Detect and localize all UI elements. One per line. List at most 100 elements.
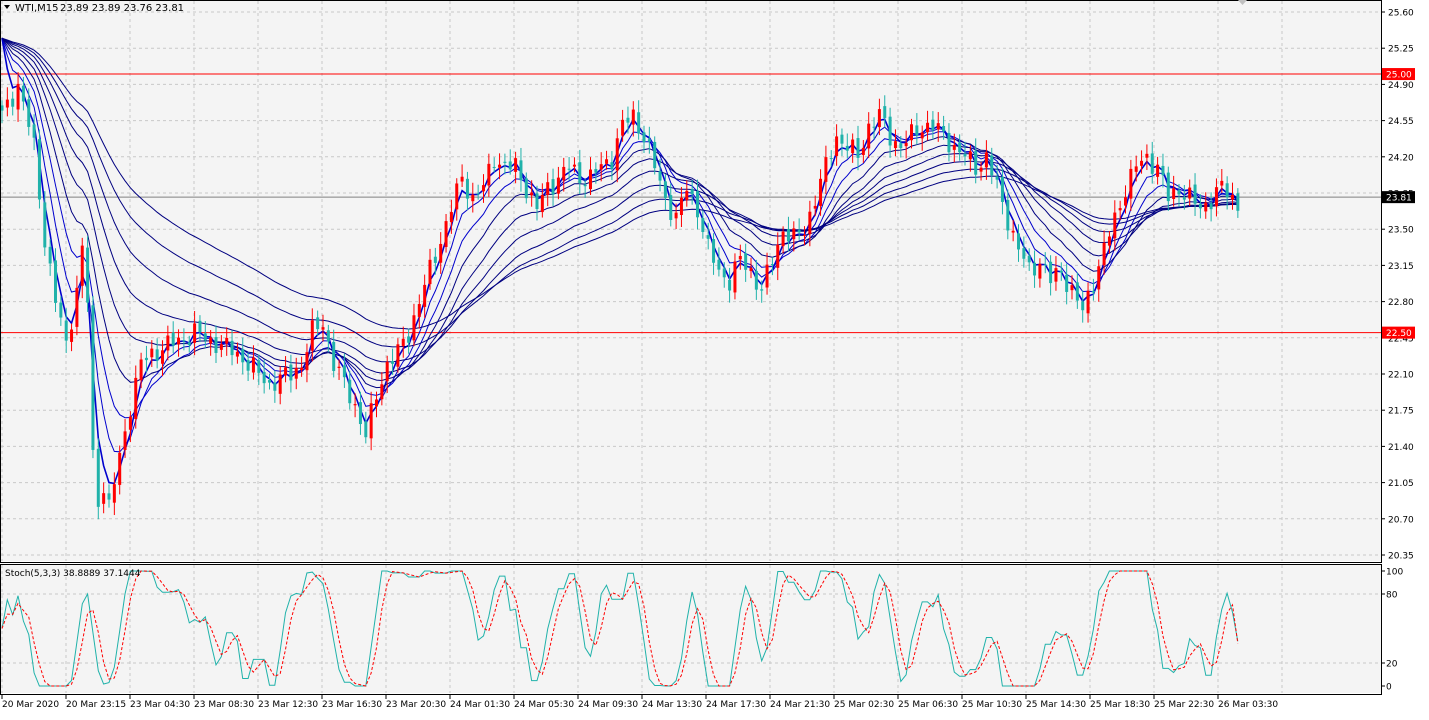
time-tick-label: 20 Mar 23:15 <box>66 700 126 710</box>
candle-body <box>637 112 641 134</box>
candle-body <box>904 142 908 147</box>
moving-average-ribbon <box>1 37 1239 485</box>
candle-body <box>1033 262 1037 276</box>
candle-body <box>1166 172 1170 202</box>
candle-body <box>540 194 544 213</box>
candle-body <box>712 239 716 263</box>
candle-body <box>524 178 528 199</box>
time-tick-label: 24 Mar 05:30 <box>514 700 574 710</box>
candle-body <box>268 380 271 383</box>
candle-body <box>594 168 598 173</box>
current-price-badge-text: 23.81 <box>1386 194 1412 204</box>
candle-body <box>246 360 250 371</box>
candle-body <box>1006 200 1010 231</box>
candle-body <box>610 162 614 170</box>
candle-body <box>128 416 132 430</box>
grid-lines <box>1 1 1381 693</box>
candle-body <box>792 228 796 240</box>
time-tick-label: 25 Mar 14:30 <box>1026 700 1086 710</box>
candle-body <box>931 119 935 131</box>
candle-body <box>428 259 432 285</box>
candle-body <box>562 166 566 181</box>
candle-body <box>1065 274 1069 292</box>
candle-body <box>963 153 967 157</box>
candle-body <box>1027 255 1031 263</box>
candle-body <box>364 421 368 438</box>
candle-body <box>626 117 630 123</box>
candle-body <box>1214 187 1218 207</box>
candle-body <box>835 136 839 156</box>
candle-body <box>1225 183 1229 198</box>
candle-body <box>321 327 325 330</box>
candle-body <box>396 344 400 367</box>
candle-body <box>749 267 753 272</box>
time-tick-label: 25 Mar 18:30 <box>1090 700 1150 710</box>
candle-body <box>59 302 63 318</box>
price-tick-label: 20.70 <box>1388 515 1414 525</box>
moving-average-line <box>1 37 1238 382</box>
candle-body <box>487 163 491 186</box>
candle-body <box>1113 212 1117 239</box>
candle-body <box>1193 184 1197 204</box>
candle-body <box>1150 153 1154 174</box>
time-tick-label: 25 Mar 10:30 <box>962 700 1022 710</box>
scroll-indicator-icon[interactable] <box>1238 0 1247 5</box>
candle-body <box>861 147 865 155</box>
candle-body <box>391 361 395 364</box>
candle-body <box>669 195 673 220</box>
candle-body <box>433 256 437 263</box>
price-tick-label: 24.90 <box>1388 81 1414 91</box>
candle-body <box>1043 264 1047 266</box>
candle-body <box>605 159 609 164</box>
candle-body <box>482 185 485 192</box>
time-tick-label: 24 Mar 17:30 <box>706 700 766 710</box>
candle-body <box>5 99 9 108</box>
stoch-tick-label: 80 <box>1386 591 1398 601</box>
moving-average-line <box>1 37 1238 348</box>
price-tick-label: 22.10 <box>1388 371 1414 381</box>
candle-body <box>696 191 699 218</box>
candle-body <box>546 182 550 195</box>
candle-body <box>1070 285 1074 291</box>
chart-menu-arrow-icon[interactable] <box>4 5 10 9</box>
level-price-badge-text: 22.50 <box>1386 329 1412 339</box>
candle-body <box>198 320 202 333</box>
candle-body <box>139 359 143 381</box>
candle-body <box>273 382 277 391</box>
candle-body <box>235 351 239 357</box>
candle-body <box>851 139 855 154</box>
candle-body <box>460 176 464 182</box>
candle-body <box>781 231 785 247</box>
candle-body <box>177 337 181 345</box>
candle-body <box>572 164 576 167</box>
candle-body <box>465 178 469 199</box>
candle-body <box>1204 202 1208 212</box>
candle-body <box>278 374 282 394</box>
candle-body <box>358 402 362 425</box>
candle-body <box>974 150 978 175</box>
candle-body <box>1172 188 1176 199</box>
moving-average-line <box>1 38 1239 485</box>
candle-body <box>171 332 175 346</box>
candle-body <box>476 193 480 195</box>
candle-body <box>722 268 726 278</box>
price-tick-label: 23.15 <box>1388 262 1414 272</box>
candle-body <box>37 139 41 200</box>
candle-body <box>32 124 36 138</box>
candle-body <box>958 142 962 153</box>
candle-body <box>70 329 74 342</box>
candle-body <box>96 448 100 507</box>
moving-average-line <box>1 38 1239 453</box>
candle-body <box>728 279 732 291</box>
candle-body <box>926 122 930 133</box>
candle-body <box>300 367 304 371</box>
candle-body <box>262 371 266 384</box>
ohlc-values: 23.89 23.89 23.76 23.81 <box>60 3 184 14</box>
candle-body <box>1161 165 1165 176</box>
candle-body <box>241 349 245 363</box>
candle-body <box>690 189 694 195</box>
candle-body <box>16 83 20 110</box>
candle-body <box>385 361 389 382</box>
candle-body <box>86 247 90 303</box>
